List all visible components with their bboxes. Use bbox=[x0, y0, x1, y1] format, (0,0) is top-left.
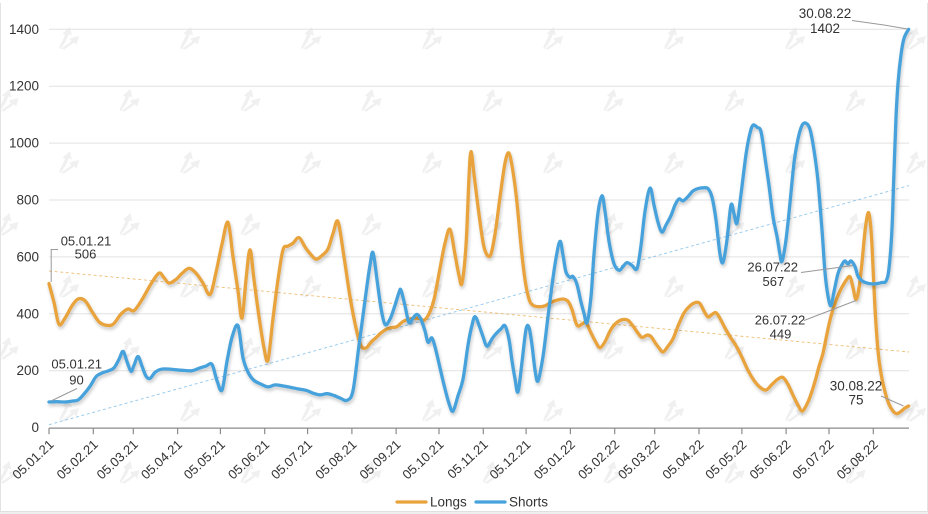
svg-text:90: 90 bbox=[69, 372, 83, 387]
svg-text:0: 0 bbox=[31, 420, 39, 435]
svg-text:200: 200 bbox=[16, 363, 39, 378]
svg-text:600: 600 bbox=[16, 249, 39, 264]
svg-text:Shorts: Shorts bbox=[509, 495, 548, 510]
svg-text:1000: 1000 bbox=[9, 136, 39, 151]
svg-text:1200: 1200 bbox=[9, 79, 39, 94]
svg-text:Longs: Longs bbox=[430, 495, 467, 510]
svg-text:1400: 1400 bbox=[9, 22, 39, 37]
svg-text:400: 400 bbox=[16, 306, 39, 321]
svg-text:567: 567 bbox=[763, 274, 785, 289]
svg-text:30.08.22: 30.08.22 bbox=[799, 6, 852, 21]
svg-text:1402: 1402 bbox=[810, 21, 840, 36]
svg-text:506: 506 bbox=[75, 247, 97, 262]
svg-text:05.01.21: 05.01.21 bbox=[51, 357, 102, 372]
svg-text:449: 449 bbox=[770, 327, 792, 342]
svg-text:75: 75 bbox=[848, 393, 863, 408]
svg-text:05.01.21: 05.01.21 bbox=[61, 234, 112, 249]
svg-text:30.08.22: 30.08.22 bbox=[830, 379, 883, 394]
svg-text:26.07.22: 26.07.22 bbox=[755, 313, 806, 328]
svg-text:26.07.22: 26.07.22 bbox=[747, 260, 798, 275]
svg-text:800: 800 bbox=[16, 193, 39, 208]
